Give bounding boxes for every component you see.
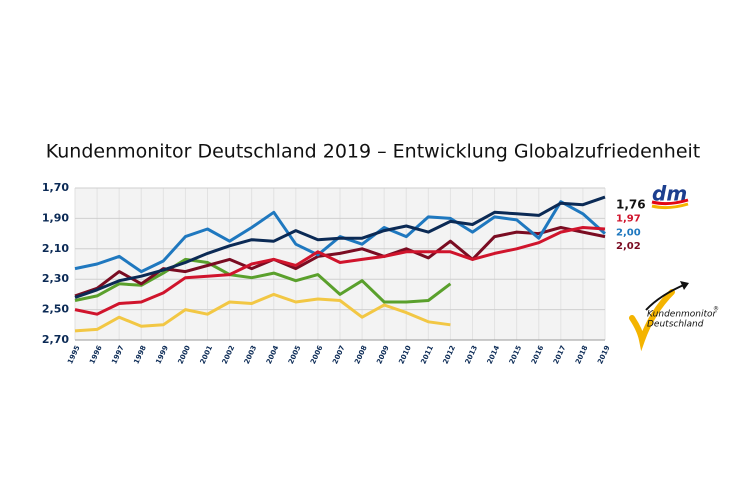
logo-check	[629, 289, 675, 352]
end-value-label: 1,97	[616, 214, 641, 225]
logo-text: ®	[713, 306, 719, 313]
line	[74, 195, 606, 299]
dm-logo: dm	[651, 182, 689, 210]
y-tick-label: 1,70	[42, 181, 69, 194]
y-tick-label: 2,70	[42, 333, 69, 346]
y-tick-label: 1,90	[42, 211, 69, 224]
y-tick-label: 2,50	[42, 303, 69, 316]
end-value-label: 2,00	[616, 227, 641, 238]
logo-arrow-head	[680, 281, 689, 290]
logo-text: Kundenmonitor	[647, 310, 718, 320]
y-tick-label: 2,10	[42, 242, 69, 255]
logo-stripe	[651, 202, 689, 210]
kundenmonitor-logo: Kundenmonitor ® Deutschland	[629, 281, 719, 352]
logo-arrow	[645, 283, 687, 311]
logo-stripe	[651, 198, 689, 206]
line	[74, 292, 451, 333]
plot-area	[74, 187, 606, 341]
end-value-label: 2,02	[616, 241, 641, 252]
line	[74, 257, 452, 304]
end-value-label: 1,76	[616, 198, 646, 212]
chart-title: Kundenmonitor Deutschland 2019 – Entwick…	[46, 141, 701, 163]
line	[74, 200, 607, 274]
logo-text: Deutschland	[647, 320, 704, 330]
line	[74, 226, 606, 316]
y-tick-label: 2,30	[42, 272, 69, 285]
